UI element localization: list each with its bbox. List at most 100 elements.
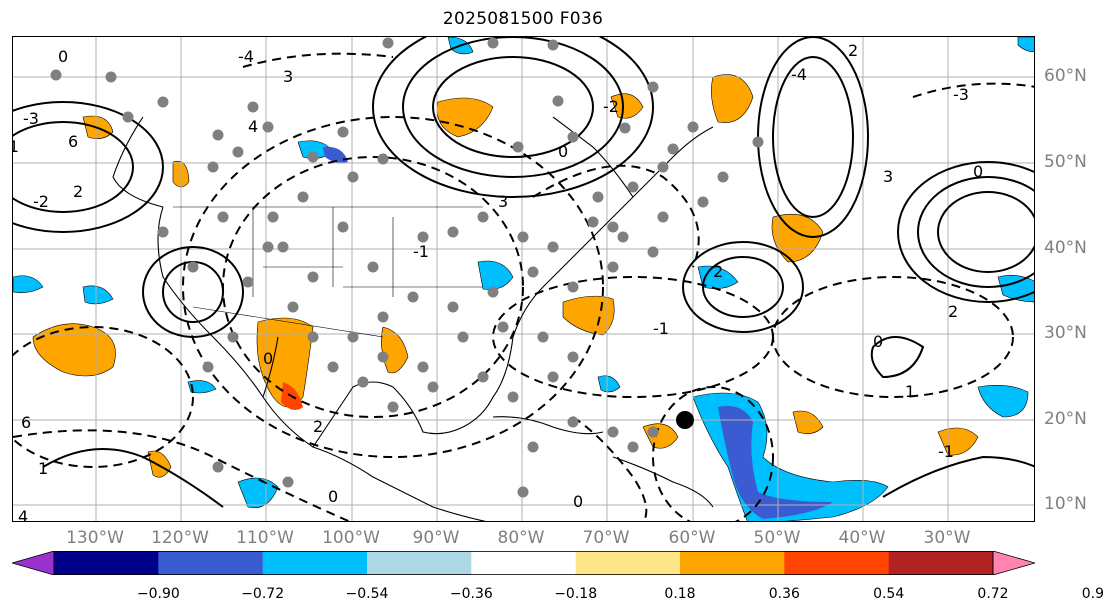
lon-label-100w: 100°W: [322, 528, 380, 548]
lat-label-30n: 30°N: [1044, 323, 1087, 343]
lon-label-90w: 90°W: [412, 528, 460, 548]
contour-label: 3: [498, 192, 509, 211]
contour-label: 4: [18, 507, 29, 522]
observation-dot: [607, 221, 619, 233]
lat-label-50n: 50°N: [1044, 152, 1087, 172]
observation-dot: [527, 266, 539, 278]
observation-dot: [647, 246, 659, 258]
contour-label: 0: [263, 349, 274, 368]
observation-dot: [50, 69, 62, 81]
observation-dot: [547, 39, 559, 51]
observation-dot: [487, 286, 499, 298]
observation-dot: [337, 126, 349, 138]
contour-label: 0: [558, 142, 569, 161]
observation-dot: [297, 191, 309, 203]
observation-dot: [487, 37, 499, 49]
observation-dot: [667, 143, 679, 155]
observation-dot: [547, 241, 559, 253]
observation-dot: [619, 122, 631, 134]
contour-label: 6: [68, 132, 79, 151]
colorbar-segment: [680, 551, 785, 575]
observation-dot: [212, 129, 224, 141]
lon-label-120w: 120°W: [151, 528, 209, 548]
observation-dot: [382, 37, 394, 49]
colorbar-tick-label: −0.36: [449, 586, 493, 602]
graticule: [13, 37, 1034, 521]
observation-dot: [347, 171, 359, 183]
observation-dot: [337, 221, 349, 233]
observation-dot: [497, 321, 509, 333]
colorbar-tick-label: −0.54: [345, 586, 389, 602]
contour-label: 2: [313, 417, 324, 436]
observation-dot: [307, 271, 319, 283]
colorbar-segment: [471, 551, 577, 575]
lon-label-60w: 60°W: [668, 528, 716, 548]
contour-label: 4: [248, 117, 259, 136]
observation-dot: [377, 311, 389, 323]
colorbar-segment: [784, 551, 890, 575]
observation-dot: [122, 111, 134, 123]
observation-dot: [367, 261, 379, 273]
observation-dot: [552, 95, 564, 107]
observation-dot: [752, 136, 764, 148]
observation-dot: [387, 401, 399, 413]
observation-dot: [217, 211, 229, 223]
lat-label-60n: 60°N: [1044, 66, 1087, 86]
observation-dot: [447, 301, 459, 313]
contour-label: 1: [905, 382, 916, 401]
lat-label-40n: 40°N: [1044, 238, 1087, 258]
observation-dot: [157, 226, 169, 238]
lon-label-130w: 130°W: [66, 528, 124, 548]
observation-dot: [477, 371, 489, 383]
contour-label: -2: [603, 97, 619, 116]
contour-label: 2: [848, 41, 859, 60]
observation-dot: [567, 281, 579, 293]
observation-dot: [247, 101, 259, 113]
coastlines: [112, 116, 714, 521]
contour-label: 1: [38, 459, 49, 478]
observation-dot: [717, 171, 729, 183]
observation-dot: [232, 146, 244, 158]
observation-dot: [657, 161, 669, 173]
observation-dot: [417, 361, 429, 373]
observation-dot: [357, 376, 369, 388]
observation-dot: [517, 486, 529, 498]
observation-dot: [277, 241, 289, 253]
observation-dot: [447, 226, 459, 238]
contour-label: 3: [883, 167, 894, 186]
observation-dot: [262, 121, 274, 133]
colorbar-segment: [367, 551, 472, 575]
contour-label: -3: [23, 109, 39, 128]
plot-title: 2025081500 F036: [442, 9, 604, 29]
contour-label: -4: [791, 65, 807, 84]
observation-dot: [512, 141, 524, 153]
contour-label: 0: [873, 332, 884, 351]
contour-label: 3: [283, 67, 294, 86]
contour-label: -1: [938, 442, 954, 461]
observation-dot: [567, 351, 579, 363]
map-canvas: [13, 37, 1034, 521]
lat-label-20n: 20°N: [1044, 409, 1087, 429]
contour-label: -2: [33, 192, 49, 211]
observation-dot: [607, 426, 619, 438]
observation-dot: [287, 301, 299, 313]
observation-dot: [477, 211, 489, 223]
colorbar-tick-label: 0.36: [768, 586, 800, 602]
observation-dot: [592, 191, 604, 203]
contour-label: 0: [328, 487, 339, 506]
observation-dot: [647, 426, 659, 438]
contour-label: 6: [21, 413, 32, 432]
colorbar-segment: [54, 551, 159, 575]
contour-label: 2: [73, 182, 84, 201]
colorbar-tick-label: 0.54: [873, 586, 905, 602]
observation-dot: [527, 441, 539, 453]
colorbar-tick-label: −0.18: [554, 586, 598, 602]
dashed-contours: [13, 52, 1034, 521]
observation-dot: [377, 153, 389, 165]
contour-label: 0: [573, 492, 584, 511]
observation-dot: [105, 71, 117, 83]
observation-dot: [207, 161, 219, 173]
observation-dot: [327, 361, 339, 373]
colorbar-segment: [262, 551, 368, 575]
lon-label-50w: 50°W: [753, 528, 801, 548]
